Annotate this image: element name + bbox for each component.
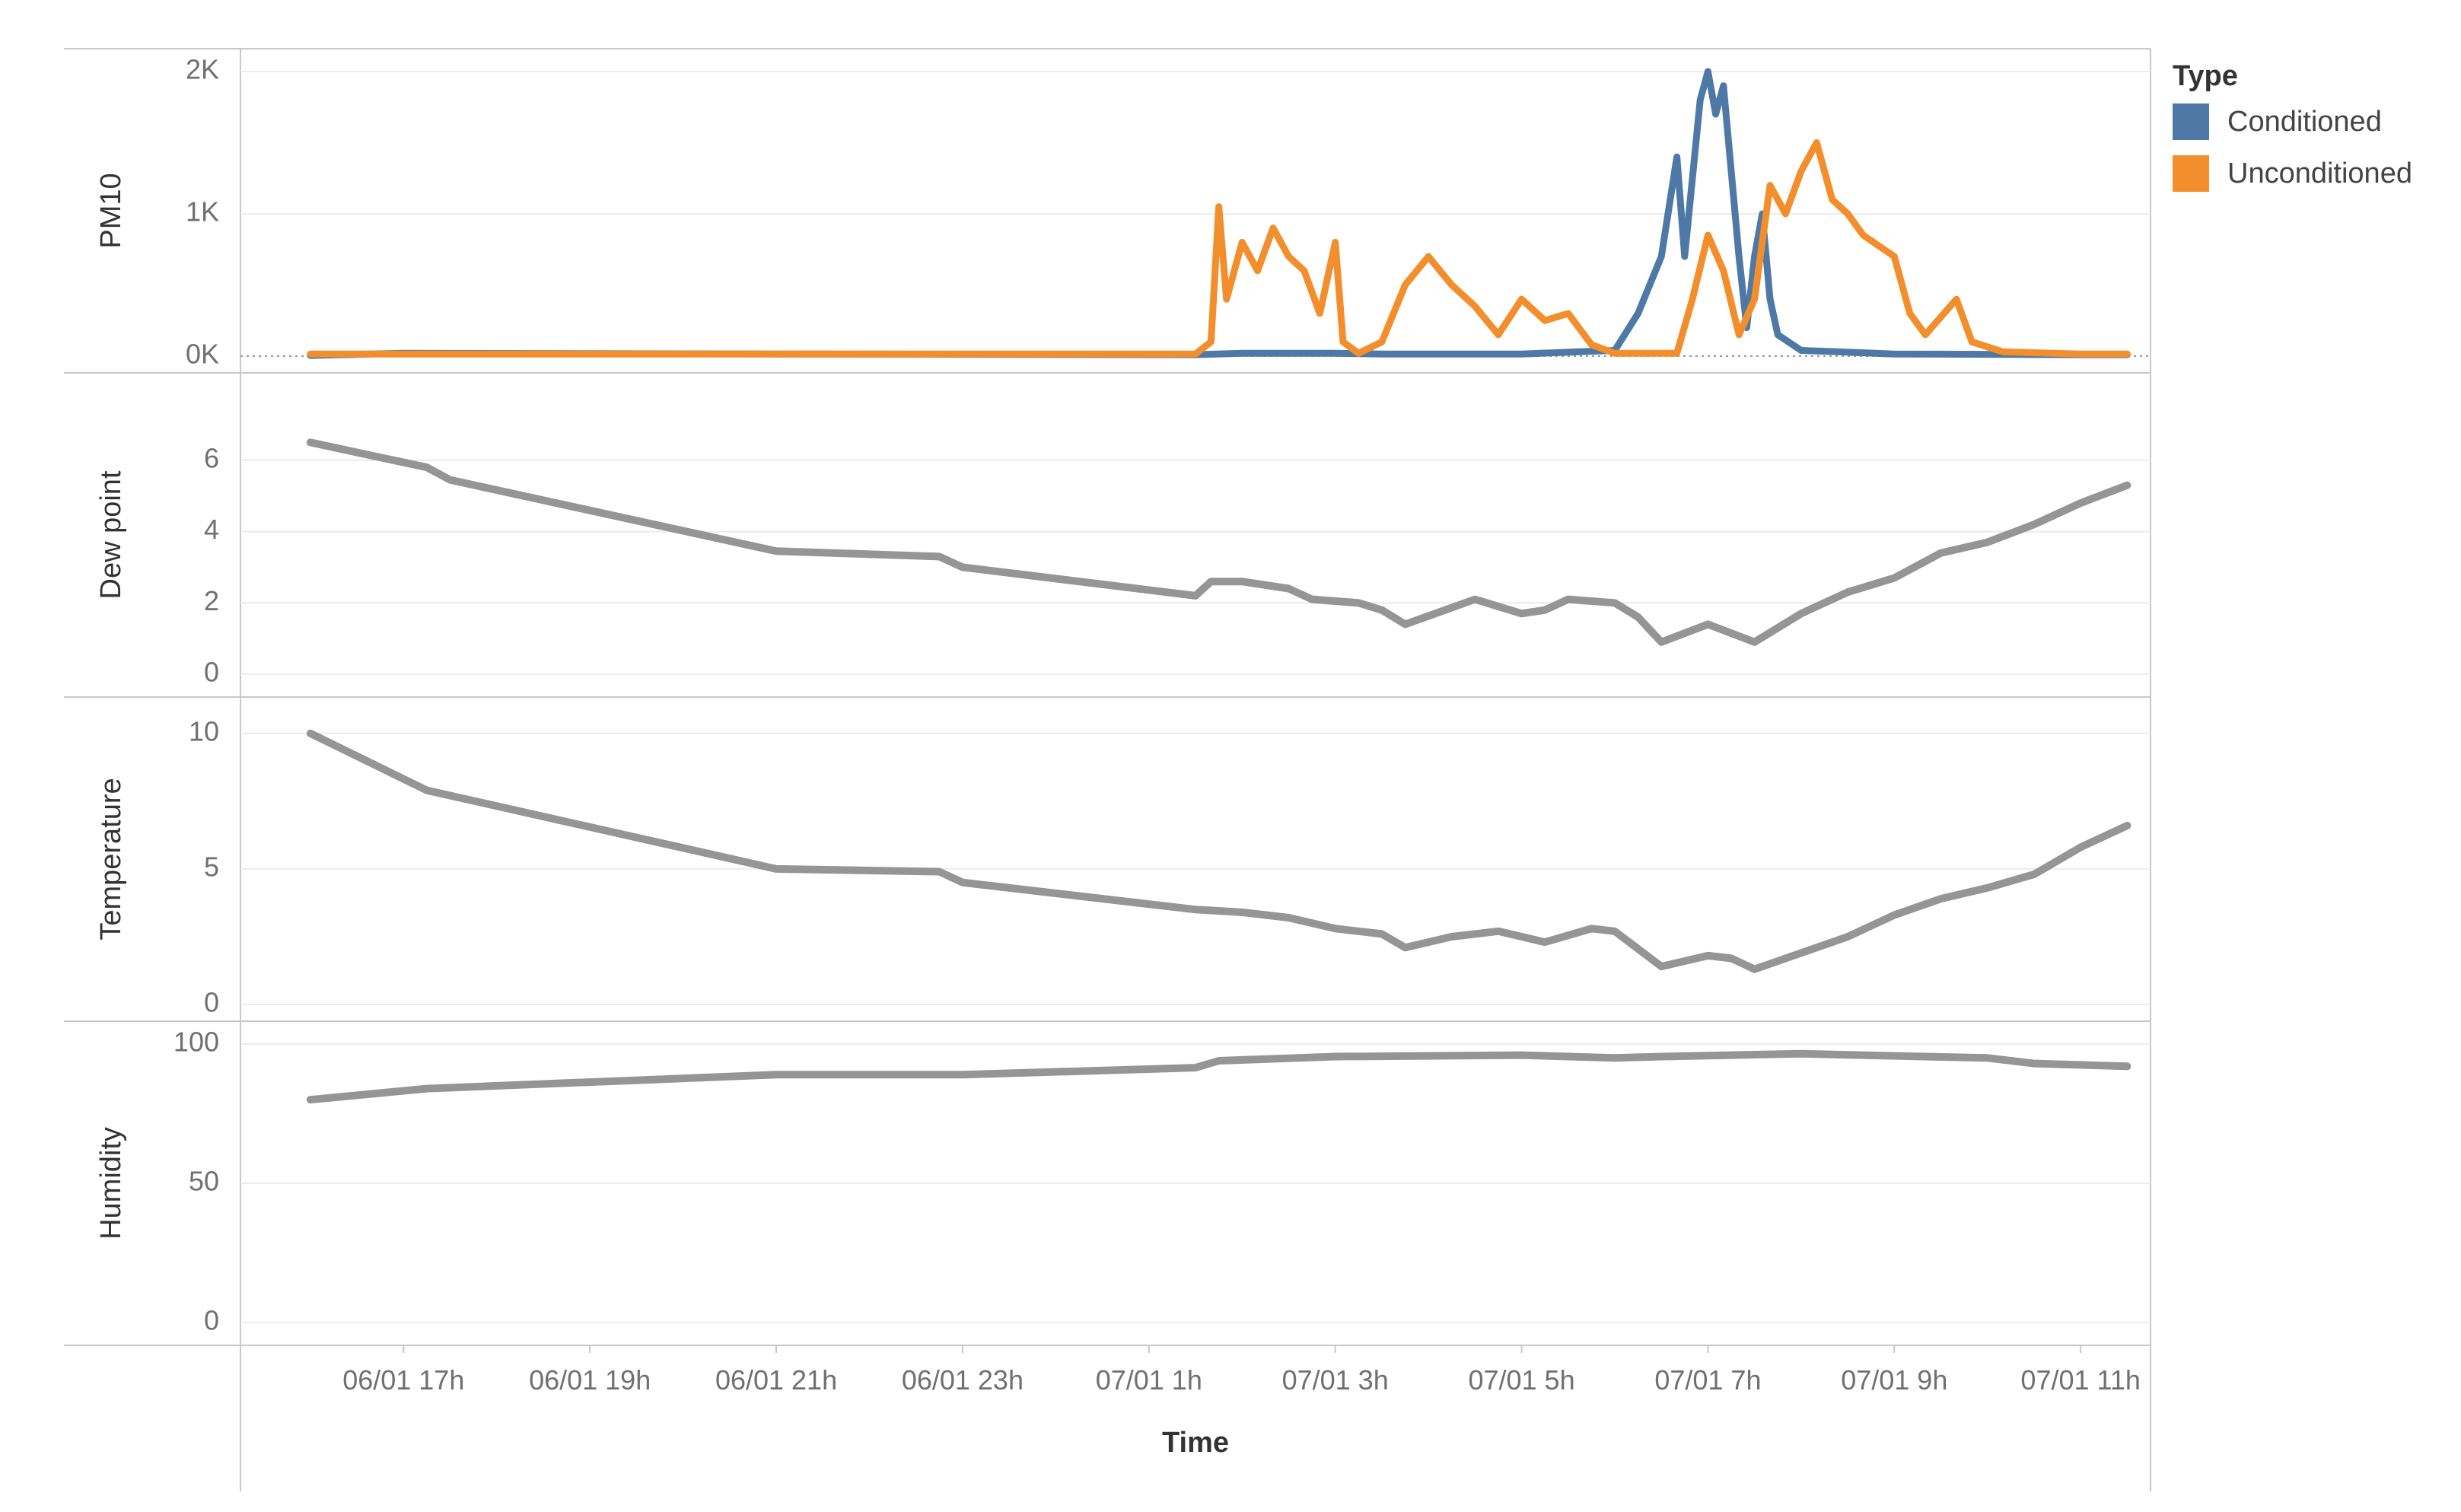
y-tick-label: 4 — [204, 514, 219, 545]
x-tick-label: 06/01 19h — [529, 1364, 651, 1396]
y-tick-label: 2 — [204, 585, 219, 616]
y-tick-label: 0 — [204, 1305, 219, 1336]
x-tick-label: 06/01 21h — [715, 1364, 837, 1396]
x-tick-label: 07/01 11h — [2020, 1364, 2140, 1396]
panel-humidity: 0 50 100 Humidity — [64, 1027, 2151, 1346]
x-axis-title: Time — [1162, 1427, 1229, 1459]
legend: Type Conditioned Unconditioned — [2173, 60, 2412, 192]
panel-pm10: 0K 1K 2K PM10 — [64, 54, 2151, 374]
x-tick-label: 07/01 3h — [1282, 1364, 1389, 1396]
y-tick-label: 0K — [186, 339, 219, 370]
legend-title: Type — [2173, 60, 2238, 92]
x-tick-label: 07/01 1h — [1096, 1364, 1202, 1396]
series-line-dew-point — [306, 438, 2131, 646]
x-tick-label: 07/01 9h — [1841, 1364, 1947, 1396]
series-line-conditioned — [307, 68, 2131, 359]
series-line-unconditioned — [307, 139, 2131, 358]
series-line-humidity — [306, 1049, 2131, 1104]
panel-temperature: 0 5 10 Temperature — [64, 715, 2151, 1022]
y-axis-title: Dew point — [95, 470, 127, 599]
y-axis-title: Humidity — [95, 1127, 127, 1240]
series-line-temperature — [306, 729, 2131, 973]
y-tick-label: 0 — [204, 657, 219, 688]
legend-swatch — [2173, 155, 2209, 192]
y-tick-label: 1K — [186, 196, 219, 228]
x-tick-label: 06/01 23h — [902, 1364, 1024, 1396]
legend-label: Unconditioned — [2227, 158, 2412, 189]
legend-label: Conditioned — [2227, 106, 2382, 138]
y-tick-label: 6 — [204, 442, 219, 473]
y-axis-title: Temperature — [95, 778, 127, 940]
chart-panels: 0K 1K 2K PM10 0 2 4 6 Dew point 0 5 10 Temperature 0 5… — [64, 48, 2151, 1491]
y-tick-label: 5 — [204, 851, 219, 882]
legend-item-unconditioned[interactable]: Unconditioned — [2173, 155, 2412, 192]
x-tick-label: 06/01 17h — [342, 1364, 464, 1396]
x-axis: 06/01 17h 06/01 19h 06/01 21h 06/01 23h 07/0… — [342, 1345, 2141, 1459]
x-tick-label: 07/01 5h — [1468, 1364, 1574, 1396]
y-tick-label: 10 — [189, 715, 219, 746]
y-tick-label: 50 — [189, 1166, 219, 1197]
y-tick-label: 100 — [174, 1027, 219, 1058]
y-axis-title: PM10 — [95, 173, 127, 248]
legend-item-conditioned[interactable]: Conditioned — [2173, 103, 2382, 140]
legend-swatch — [2173, 103, 2209, 140]
y-tick-label: 2K — [186, 54, 219, 85]
y-tick-label: 0 — [204, 987, 219, 1018]
x-tick-label: 07/01 7h — [1654, 1364, 1761, 1396]
panel-dew-point: 0 2 4 6 Dew point — [64, 438, 2151, 698]
